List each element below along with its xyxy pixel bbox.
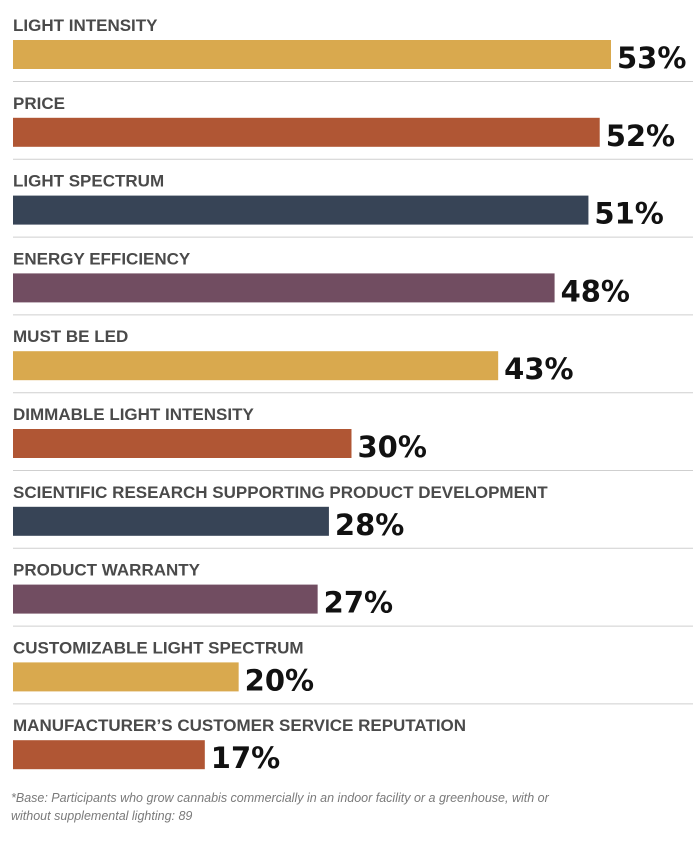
value-label-light-intensity: 53% [617, 41, 686, 75]
bar-must-be-led [13, 351, 499, 381]
footnote: *Base: Participants who grow cannabis co… [11, 791, 549, 823]
value-label-customizable-light-spectrum: 20% [245, 663, 314, 697]
bar-product-warranty [13, 584, 318, 614]
bar-light-spectrum [13, 195, 589, 225]
category-label-energy-efficiency: ENERGY EFFICIENCY [13, 249, 191, 268]
bar-light-intensity [13, 40, 611, 69]
category-label-light-intensity: LIGHT INTENSITY [13, 16, 158, 35]
value-label-price: 52% [606, 119, 675, 153]
bar-price [13, 117, 600, 147]
category-label-manufacturer-s-customer-service-reputation: MANUFACTURER’S CUSTOMER SERVICE REPUTATI… [13, 716, 466, 735]
bar-customizable-light-spectrum [13, 662, 239, 692]
bar-energy-efficiency [13, 273, 555, 303]
bar-scientific-research-supporting-product-development [13, 506, 329, 536]
value-label-scientific-research-supporting-product-development: 28% [335, 508, 404, 542]
bar-manufacturer-s-customer-service-reputation [13, 740, 205, 770]
value-label-manufacturer-s-customer-service-reputation: 17% [211, 741, 280, 775]
category-label-light-spectrum: LIGHT SPECTRUM [13, 172, 164, 191]
value-label-dimmable-light-intensity: 30% [357, 430, 426, 464]
value-label-light-spectrum: 51% [594, 197, 663, 231]
value-label-product-warranty: 27% [324, 586, 393, 620]
value-label-must-be-led: 43% [504, 352, 573, 386]
category-label-dimmable-light-intensity: DIMMABLE LIGHT INTENSITY [13, 405, 254, 424]
category-label-customizable-light-spectrum: CUSTOMIZABLE LIGHT SPECTRUM [13, 638, 304, 657]
value-label-energy-efficiency: 48% [561, 274, 630, 308]
bar-dimmable-light-intensity [13, 429, 352, 458]
category-label-scientific-research-supporting-product-development: SCIENTIFIC RESEARCH SUPPORTING PRODUCT D… [13, 483, 548, 502]
category-label-product-warranty: PRODUCT WARRANTY [13, 561, 201, 580]
category-label-must-be-led: MUST BE LED [13, 327, 128, 346]
category-label-price: PRICE [13, 94, 65, 113]
